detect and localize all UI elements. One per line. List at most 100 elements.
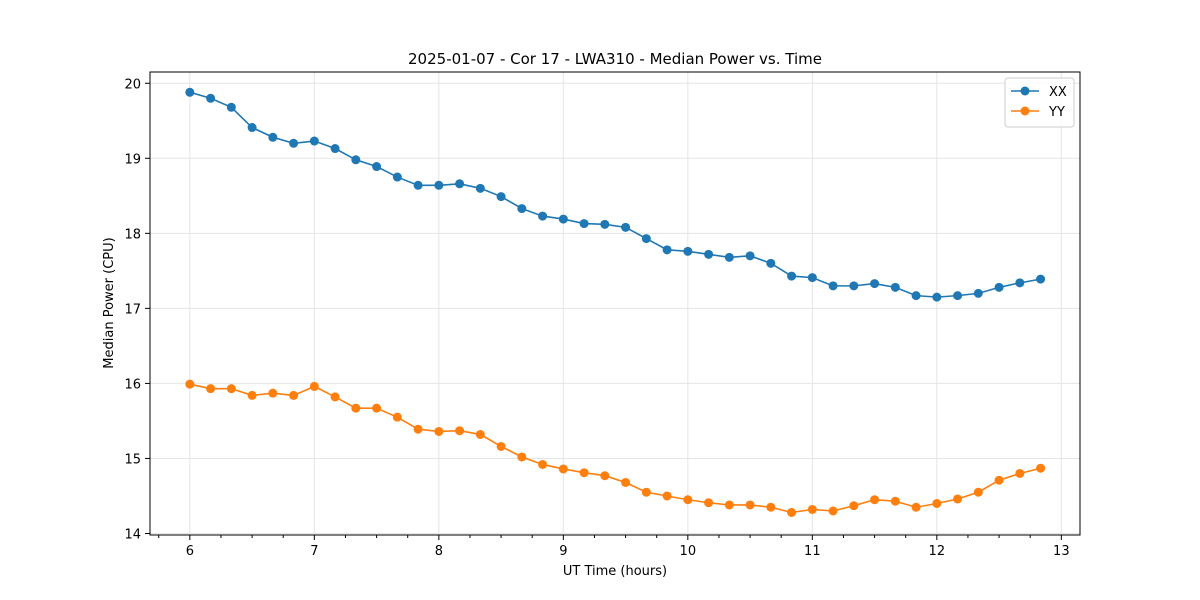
y-tick-label: 19	[124, 152, 141, 167]
data-point-yy	[641, 487, 651, 497]
data-point-yy	[413, 424, 423, 434]
data-point-xx	[1015, 278, 1025, 288]
data-point-yy	[392, 412, 402, 422]
x-tick-label: 13	[1053, 544, 1070, 559]
data-point-yy	[517, 452, 527, 462]
data-point-xx	[538, 211, 548, 221]
data-point-yy	[745, 500, 755, 510]
y-tick-label: 18	[124, 227, 141, 242]
data-point-yy	[455, 426, 465, 436]
y-axis-label: Median Power (CPU)	[102, 237, 117, 368]
data-point-yy	[683, 495, 693, 505]
y-tick-label: 17	[124, 302, 141, 317]
legend-label: XX	[1049, 85, 1067, 100]
data-point-yy	[226, 384, 236, 394]
legend-item: YY	[1011, 105, 1065, 120]
data-point-xx	[475, 183, 485, 193]
data-point-yy	[268, 388, 278, 398]
data-point-yy	[994, 475, 1004, 485]
data-point-xx	[683, 246, 693, 256]
data-point-yy	[309, 381, 319, 391]
data-point-xx	[621, 222, 631, 232]
data-point-yy	[890, 496, 900, 506]
data-point-xx	[787, 271, 797, 281]
data-point-xx	[994, 282, 1004, 292]
data-point-yy	[351, 403, 361, 413]
data-point-xx	[392, 172, 402, 182]
data-point-xx	[309, 136, 319, 146]
data-point-xx	[828, 281, 838, 291]
data-point-yy	[185, 379, 195, 389]
data-point-xx	[662, 245, 672, 255]
legend: XX YY	[1004, 77, 1075, 128]
series-line-yy	[189, 383, 1041, 514]
data-point-yy	[1036, 463, 1046, 473]
data-point-yy	[558, 464, 568, 474]
plot-series	[185, 87, 1046, 517]
series-yy	[185, 379, 1046, 517]
axes-frame	[149, 71, 1081, 536]
data-point-xx	[870, 279, 880, 289]
data-point-xx	[351, 155, 361, 165]
x-tick-label: 11	[804, 544, 821, 559]
x-tick-label: 10	[680, 544, 697, 559]
chart-title: 2025-01-07 - Cor 17 - LWA310 - Median Po…	[408, 50, 822, 68]
data-point-yy	[330, 392, 340, 402]
data-point-xx	[745, 251, 755, 261]
data-point-yy	[496, 441, 506, 451]
data-point-yy	[870, 495, 880, 505]
data-point-yy	[247, 390, 257, 400]
data-point-xx	[517, 204, 527, 214]
data-point-yy	[953, 494, 963, 504]
x-axis-ticks: 6 7 8 9 10 11 12 13	[158, 535, 1070, 559]
data-point-xx	[932, 292, 942, 302]
data-point-xx	[641, 234, 651, 244]
x-tick-label: 12	[929, 544, 946, 559]
data-point-xx	[434, 180, 444, 190]
data-point-yy	[372, 403, 382, 413]
x-axis-label: UT Time (hours)	[563, 564, 667, 579]
data-point-xx	[890, 282, 900, 292]
data-point-xx	[953, 291, 963, 301]
data-point-xx	[289, 138, 299, 148]
data-point-yy	[538, 459, 548, 469]
data-point-yy	[475, 429, 485, 439]
data-point-yy	[1015, 468, 1025, 478]
data-point-yy	[289, 390, 299, 400]
series-line-xx	[189, 91, 1041, 298]
data-point-yy	[724, 500, 734, 510]
legend-marker	[1020, 106, 1030, 116]
data-point-yy	[704, 498, 714, 508]
y-tick-label: 14	[124, 527, 141, 542]
x-tick-label: 6	[186, 544, 194, 559]
data-point-yy	[579, 468, 589, 478]
data-point-yy	[434, 426, 444, 436]
x-tick-label: 9	[559, 544, 567, 559]
data-point-xx	[330, 144, 340, 154]
data-point-xx	[226, 102, 236, 112]
legend-item: XX	[1011, 85, 1067, 100]
data-point-yy	[787, 507, 797, 517]
data-point-xx	[807, 273, 817, 283]
data-point-xx	[849, 281, 859, 291]
data-point-xx	[911, 291, 921, 301]
data-point-yy	[911, 502, 921, 512]
data-point-yy	[828, 506, 838, 516]
data-point-xx	[973, 288, 983, 298]
data-point-yy	[662, 491, 672, 501]
legend-marker	[1020, 86, 1030, 96]
data-point-yy	[849, 501, 859, 511]
data-point-xx	[206, 93, 216, 103]
data-point-xx	[455, 179, 465, 189]
y-tick-label: 16	[124, 377, 141, 392]
legend-label: YY	[1048, 105, 1065, 120]
x-tick-label: 7	[310, 544, 318, 559]
data-point-xx	[600, 219, 610, 229]
data-point-xx	[558, 214, 568, 224]
data-point-xx	[704, 249, 714, 259]
data-point-yy	[600, 471, 610, 481]
data-point-yy	[621, 477, 631, 487]
data-point-xx	[372, 162, 382, 172]
data-point-xx	[268, 132, 278, 142]
